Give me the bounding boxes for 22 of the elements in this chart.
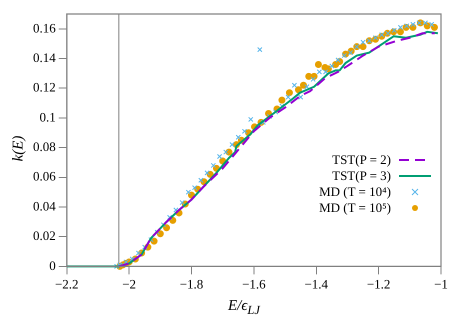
y-tick-label: 0.16 xyxy=(33,20,56,36)
x-axis-title: E/ϵ$_{LJ}$ xyxy=(228,298,260,318)
y-tick-label: 0.12 xyxy=(33,80,56,95)
y-tick-label: 0 xyxy=(49,258,56,273)
x-tick-label: −1.8 xyxy=(180,276,204,292)
y-tick-label: 0.02 xyxy=(33,228,56,244)
y-tick-label: 0.06 xyxy=(33,168,56,184)
legend-label: TST(P = 2) xyxy=(332,152,391,168)
legend-label: TST(P = 3) xyxy=(332,168,391,184)
legend-label: MD (T = 10⁴) xyxy=(319,184,391,200)
x-tick-label: −1.6 xyxy=(242,276,266,292)
y-tick-label: 0.04 xyxy=(33,198,56,214)
x-tick-label: −2.2 xyxy=(54,276,79,292)
y-axis-title: k(E) xyxy=(10,136,28,162)
legend-label: MD (T = 10⁵) xyxy=(319,200,391,216)
x-tick-label: −1 xyxy=(434,276,448,292)
y-tick-label: 0.08 xyxy=(33,139,56,154)
x-tick-label: −2 xyxy=(122,276,136,292)
x-tick-label: −1.2 xyxy=(366,276,390,292)
y-tick-label: 0.1 xyxy=(40,109,56,124)
y-tick-label: 0.14 xyxy=(33,50,56,65)
x-tick-label: −1.4 xyxy=(304,276,329,292)
